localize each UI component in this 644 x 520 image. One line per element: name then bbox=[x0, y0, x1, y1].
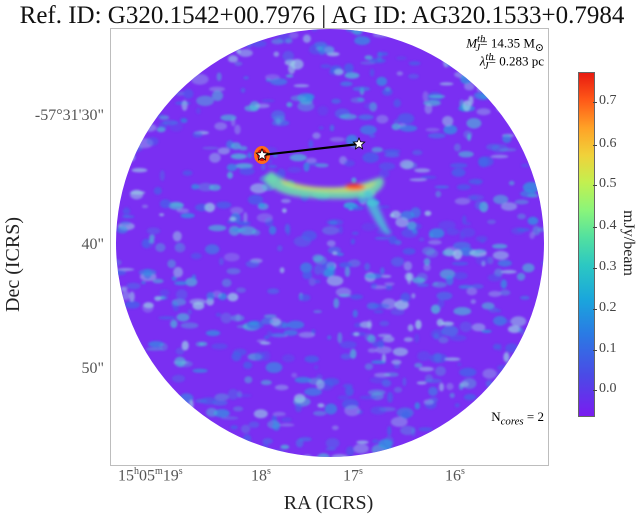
colorbar-tick-mark bbox=[593, 185, 597, 186]
ncores-annotation: Ncores = 2 bbox=[491, 409, 544, 428]
colorbar-tick-mark bbox=[593, 227, 597, 228]
y-tick-label: 40" bbox=[81, 236, 104, 253]
core-marker-1 bbox=[255, 147, 269, 161]
colorbar-tick-mark bbox=[593, 268, 597, 269]
jeans-length-annotation: λthJ= 0.283 pc bbox=[479, 51, 544, 72]
colorbar-tick-label: 0.5 bbox=[599, 176, 617, 191]
map-panel: MthJ= 14.35 M⊙ λthJ= 0.283 pc Ncores = 2 bbox=[110, 28, 549, 466]
colorbar-tick-label: 0.0 bbox=[599, 381, 617, 396]
intensity-map bbox=[116, 29, 544, 457]
colorbar-tick-mark bbox=[593, 350, 597, 351]
colorbar-tick-mark bbox=[593, 102, 597, 103]
jeans-mass-annotation: MthJ= 14.35 M⊙ bbox=[466, 33, 544, 54]
x-tick-label: 16s bbox=[445, 466, 465, 485]
colorbar-tick-label: 0.7 bbox=[599, 93, 617, 108]
colorbar-tick-mark bbox=[593, 145, 597, 146]
colorbar-tick-label: 0.4 bbox=[599, 218, 617, 233]
colorbar-tick-mark bbox=[593, 390, 597, 391]
colorbar-tick-label: 0.1 bbox=[599, 341, 617, 356]
colorbar-tick-label: 0.2 bbox=[599, 300, 617, 315]
colorbar bbox=[578, 72, 595, 417]
core-marker-2 bbox=[352, 136, 366, 150]
y-tick-label: 50" bbox=[81, 360, 104, 377]
colorbar-tick-label: 0.6 bbox=[599, 136, 617, 151]
y-axis-title: Dec (ICRS) bbox=[2, 217, 24, 312]
star-marker-icon bbox=[255, 147, 269, 161]
colorbar-tick-mark bbox=[593, 309, 597, 310]
x-tick-label: 18s bbox=[251, 466, 271, 485]
colorbar-tick-label: 0.3 bbox=[599, 259, 617, 274]
core-link-line bbox=[261, 142, 360, 157]
y-tick-label: -57°31'30" bbox=[34, 107, 104, 124]
colorbar-label: mJy/beam bbox=[620, 210, 637, 276]
filament-emission bbox=[263, 171, 391, 235]
star-marker-icon bbox=[352, 136, 366, 150]
x-axis-title: RA (ICRS) bbox=[283, 492, 374, 514]
figure-title: Ref. ID: G320.1542+00.7976 | AG ID: AG32… bbox=[19, 2, 625, 29]
x-tick-label: 15h05m19s bbox=[118, 466, 183, 485]
x-tick-label: 17s bbox=[343, 466, 363, 485]
